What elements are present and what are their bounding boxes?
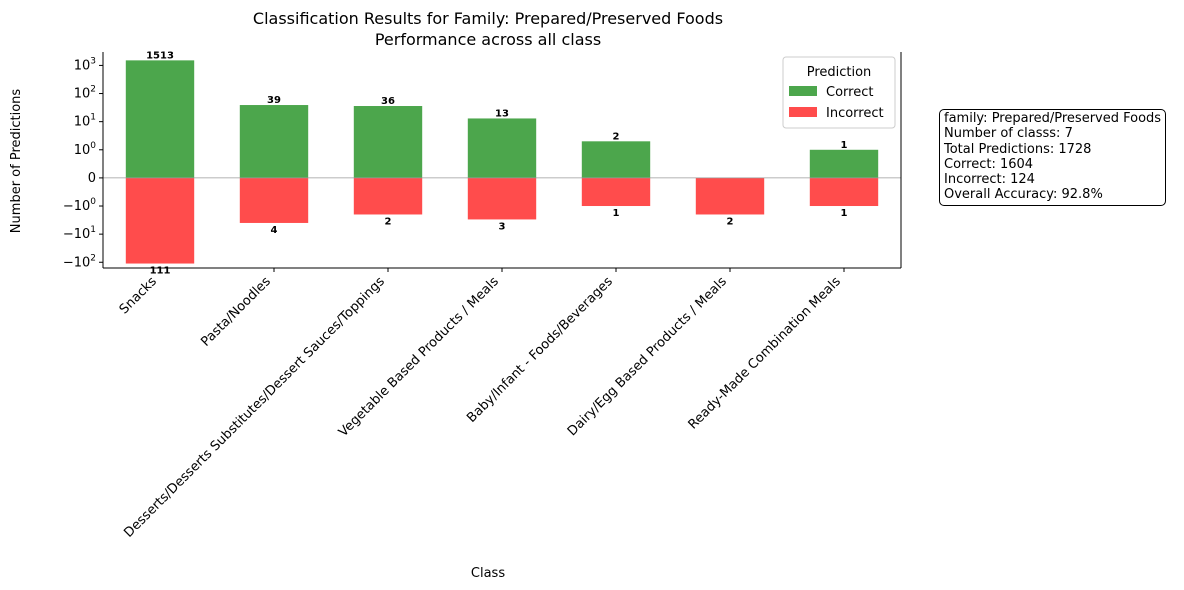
legend-swatch-correct xyxy=(789,86,817,96)
bar-correct xyxy=(353,106,423,178)
stats-incorrect: Incorrect: 124 xyxy=(944,172,1035,188)
bar-incorrect xyxy=(125,177,195,264)
data-label-correct: 1 xyxy=(841,140,848,151)
bar-incorrect xyxy=(581,177,651,207)
x-tick-label: Snacks xyxy=(117,274,160,317)
y-tick-label: 101 xyxy=(74,113,96,130)
data-label-correct: 1513 xyxy=(146,50,174,61)
data-label-correct: 39 xyxy=(267,95,281,106)
legend-title: Prediction xyxy=(807,65,872,80)
bar-correct xyxy=(239,105,309,178)
data-label-correct: 2 xyxy=(613,131,620,142)
data-label-incorrect: 1 xyxy=(613,208,620,219)
x-tick-label: Desserts/Desserts Substitutes/Dessert Sa… xyxy=(121,274,388,541)
bar-incorrect xyxy=(239,177,309,223)
stats-num-class: Number of classs: 7 xyxy=(944,126,1073,142)
data-label-correct: 36 xyxy=(381,96,395,107)
x-tick-label: Pasta/Noodles xyxy=(198,274,274,350)
y-axis-label: Number of Predictions xyxy=(9,89,24,234)
bar-correct xyxy=(467,118,537,178)
stats-accuracy: Overall Accuracy: 92.8% xyxy=(944,187,1103,203)
legend-label-correct: Correct xyxy=(826,85,873,100)
y-tick-label: −101 xyxy=(63,225,96,242)
data-label-correct: 13 xyxy=(495,108,509,119)
legend-label-incorrect: Incorrect xyxy=(826,106,884,121)
bar-incorrect xyxy=(695,177,765,215)
data-label-incorrect: 3 xyxy=(499,221,506,232)
bar-correct xyxy=(581,141,651,178)
y-tick-label: 0 xyxy=(88,171,96,186)
bar-correct xyxy=(809,149,879,178)
summary-stats-box: family: Prepared/Preserved Foods Number … xyxy=(939,109,1167,206)
data-label-incorrect: 4 xyxy=(271,225,278,236)
bar-correct xyxy=(125,60,195,178)
y-tick-label: 100 xyxy=(74,141,97,158)
y-tick-label: 103 xyxy=(74,56,96,73)
y-tick-label: −100 xyxy=(63,197,96,214)
y-tick-label: 102 xyxy=(74,85,96,102)
data-label-incorrect: 1 xyxy=(841,208,848,219)
stats-correct: Correct: 1604 xyxy=(944,156,1034,172)
chart-title: Classification Results for Family: Prepa… xyxy=(253,9,723,28)
legend-swatch-incorrect xyxy=(789,107,817,117)
stats-family: family: Prepared/Preserved Foods xyxy=(944,111,1162,126)
bar-incorrect xyxy=(467,177,537,220)
x-axis-label: Class xyxy=(471,566,505,581)
data-label-incorrect: 2 xyxy=(385,216,392,227)
bar-incorrect xyxy=(809,177,879,207)
chart-subtitle: Performance across all class xyxy=(375,30,601,49)
stats-total: Total Predictions: 1728 xyxy=(944,141,1092,157)
y-tick-label: −102 xyxy=(63,253,96,270)
data-label-incorrect: 2 xyxy=(727,216,734,227)
bar-incorrect xyxy=(353,177,423,215)
